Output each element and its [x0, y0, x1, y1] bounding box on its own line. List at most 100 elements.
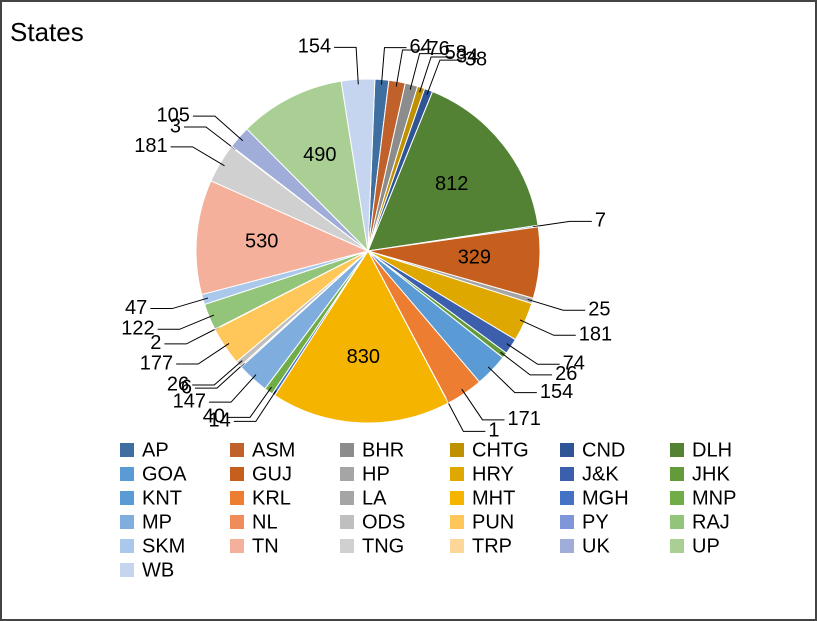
data-label: 177 [140, 352, 173, 374]
leader-line [487, 366, 537, 394]
leader-line [176, 343, 230, 365]
leader-line [233, 390, 277, 422]
legend-label: UK [582, 535, 610, 557]
leader-line [192, 115, 244, 142]
pie-slice [274, 250, 449, 424]
legend-swatch [120, 467, 134, 481]
pie-slice [195, 180, 370, 296]
leader-line [157, 314, 215, 330]
leader-line [419, 56, 454, 93]
legend-swatch [230, 491, 244, 505]
data-label: 38 [465, 48, 487, 70]
data-label: 76 [428, 38, 450, 60]
legend-swatch [450, 443, 464, 457]
legend-swatch [230, 539, 244, 553]
legend-swatch [340, 491, 354, 505]
legend-label: CHTG [472, 439, 529, 461]
legend-swatch [120, 443, 134, 457]
data-label: 40 [203, 406, 225, 428]
legend-swatch [340, 515, 354, 529]
data-label: 171 [508, 408, 541, 430]
leader-line [461, 388, 505, 421]
leader-line [506, 343, 560, 365]
leader-line [209, 374, 257, 403]
data-label: 1 [488, 420, 499, 442]
chart-title: States [10, 17, 84, 47]
legend-swatch [560, 539, 574, 553]
legend-label: TRP [472, 535, 512, 557]
data-label: 6 [181, 376, 192, 398]
legend-swatch [340, 539, 354, 553]
leader-line [334, 46, 359, 85]
legend-label: BHR [362, 439, 404, 461]
legend-swatch [670, 467, 684, 481]
leader-line [228, 386, 272, 418]
legend-label: NL [252, 511, 278, 533]
legend-swatch [230, 515, 244, 529]
legend-label: J&K [582, 463, 619, 485]
data-label: 105 [157, 104, 190, 126]
data-label: 154 [298, 36, 331, 58]
legend-swatch [450, 539, 464, 553]
data-label: 154 [540, 381, 573, 403]
leader-line [192, 360, 243, 386]
legend-swatch [230, 443, 244, 457]
legend-label: PY [582, 511, 609, 533]
legend-swatch [560, 443, 574, 457]
legend-swatch [560, 515, 574, 529]
legend-swatch [560, 491, 574, 505]
leader-line [519, 319, 576, 336]
data-label: 530 [245, 231, 278, 253]
data-label: 58 [445, 42, 467, 64]
legend-label: MHT [472, 487, 515, 509]
legend-label: ODS [362, 511, 405, 533]
data-label: 64 [409, 36, 431, 58]
leader-line [183, 126, 236, 151]
data-label: 2 [150, 332, 161, 354]
legend-label: SKM [142, 535, 185, 557]
legend-swatch [450, 467, 464, 481]
data-label: 181 [579, 324, 612, 346]
legend-swatch [120, 491, 134, 505]
legend-swatch [560, 467, 574, 481]
data-label: 490 [303, 144, 336, 166]
legend-swatch [340, 467, 354, 481]
leader-line [500, 351, 553, 376]
legend-label: TNG [362, 535, 404, 557]
leader-line [170, 146, 225, 167]
legend-label: LA [362, 487, 387, 509]
legend-label: RAJ [692, 511, 730, 533]
legend-label: PUN [472, 511, 514, 533]
leader-line [164, 326, 220, 345]
legend-label: AP [142, 439, 169, 461]
legend-swatch [120, 539, 134, 553]
data-label: 181 [134, 135, 167, 157]
data-label: 3 [170, 115, 181, 137]
leader-line [150, 297, 209, 310]
data-label: 7 [595, 210, 606, 232]
pie-slice [246, 80, 369, 253]
legend-swatch [670, 443, 684, 457]
leader-line [380, 47, 407, 85]
legend-swatch [670, 491, 684, 505]
legend-swatch [340, 443, 354, 457]
data-label: 14 [209, 410, 231, 432]
leader-line [445, 398, 486, 432]
legend-label: GOA [142, 463, 187, 485]
legend-label: JHK [692, 463, 730, 485]
data-label: 74 [563, 353, 585, 375]
legend-label: HRY [472, 463, 514, 485]
legend-swatch [450, 491, 464, 505]
legend-label: GUJ [252, 463, 292, 485]
leader-line [409, 53, 442, 90]
legend-label: ASM [252, 439, 295, 461]
leader-line [194, 362, 245, 389]
data-label: 34 [456, 45, 478, 67]
leader-line [395, 49, 425, 87]
pie-slice [367, 90, 539, 252]
leader-line [533, 220, 592, 228]
data-label: 329 [458, 247, 491, 269]
legend-swatch [670, 539, 684, 553]
legend-swatch [670, 515, 684, 529]
